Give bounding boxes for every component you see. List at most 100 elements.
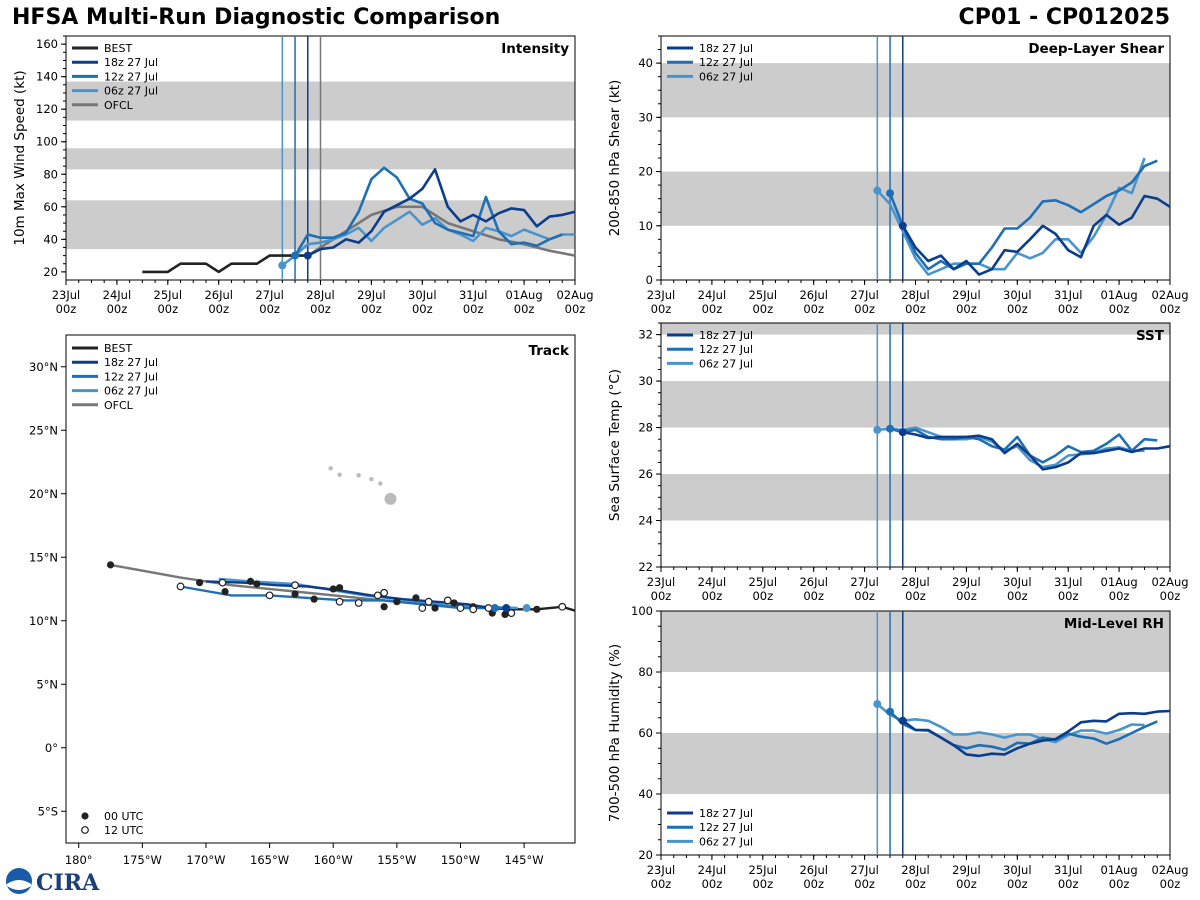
x-tick-label: 31Jul 00z	[1054, 863, 1083, 891]
x-tick-label-line: 28Jul	[901, 863, 930, 877]
x-tick-label-line: 30Jul	[1003, 288, 1032, 302]
y-tick-label: 15°N	[29, 550, 58, 564]
track-point-12utc	[558, 602, 567, 611]
y-tick-label: 20	[43, 265, 58, 279]
series-line	[307, 168, 576, 257]
x-tick-label: 27Jul 00z	[850, 863, 879, 891]
legend-label: 06z 27 Jul	[699, 70, 753, 83]
island-shape	[369, 476, 374, 482]
cira-logo: CIRA	[6, 868, 100, 896]
track-point-00utc	[393, 598, 401, 606]
track-point-12utc	[354, 599, 363, 607]
track-point-12utc	[418, 604, 427, 612]
track-point-12utc	[456, 604, 465, 612]
x-tick-label-line: 00z	[463, 302, 484, 316]
x-tick-label-line: 00z	[208, 302, 229, 316]
x-tick-label-line: 00z	[259, 302, 280, 316]
x-tick-label-line: 28Jul	[901, 288, 930, 302]
series-line	[888, 159, 1158, 271]
x-tick-label-line: 25Jul	[154, 288, 183, 302]
track-start-point	[522, 604, 531, 613]
x-tick-label: 23Jul 00z	[52, 288, 81, 316]
legend-label: 18z 27 Jul	[104, 56, 158, 69]
y-tick-label: 5°N	[36, 677, 58, 691]
y-axis-label: 700-500 hPa Humidity (%)	[607, 644, 623, 822]
y-tick-label: 100	[631, 604, 653, 618]
track-panel: 5°S 0° 5°N 10°N 15°N 20°N 25°N 30°N 180° 175°W 170…	[29, 334, 576, 867]
shaded-band	[661, 381, 1170, 428]
y-tick-label: 30°N	[29, 360, 58, 374]
marker-legend-label: 00 UTC	[104, 810, 144, 823]
panel-title: Deep-Layer Shear	[1028, 41, 1164, 57]
x-tick-label-line: 00z	[803, 589, 824, 603]
x-tick-label-line: 26Jul	[799, 575, 828, 589]
series-line	[902, 430, 1171, 471]
legend-label: 18z 27 Jul	[699, 807, 753, 820]
x-tick-label: 02Aug 00z	[556, 288, 593, 316]
island-shape	[337, 472, 342, 477]
y-tick-label: 160	[36, 37, 58, 51]
x-tick-label-line: 31Jul	[459, 288, 488, 302]
track-point-00utc	[106, 561, 115, 569]
y-tick-label: 0°	[45, 741, 58, 755]
x-tick-label: 26Jul 00z	[799, 575, 828, 603]
x-tick-label-line: 00z	[1160, 877, 1181, 891]
y-tick-label: 10°N	[29, 614, 58, 628]
track-point-12utc	[265, 591, 274, 600]
x-tick-label-line: 00z	[956, 877, 977, 891]
legend-label: 06z 27 Jul	[699, 357, 753, 370]
y-tick-label: 80	[43, 167, 58, 181]
legend-label: 12z 27 Jul	[104, 370, 158, 383]
panel-title: Track	[529, 343, 570, 359]
x-tick-label-line: 29Jul	[952, 575, 981, 589]
track-point-00utc	[246, 577, 255, 585]
x-tick-label-line: 25Jul	[749, 863, 778, 877]
track-point-12utc	[443, 596, 452, 605]
track-start-point	[490, 604, 499, 613]
x-tick-label: 24Jul 00z	[103, 288, 132, 316]
x-tick-label-line: 00z	[702, 589, 723, 603]
x-tick-label: 23Jul 00z	[647, 863, 676, 891]
x-tick-label-line: 26Jul	[799, 288, 828, 302]
shaded-band	[661, 733, 1170, 794]
x-tick-label-line: 29Jul	[952, 863, 981, 877]
track-point-12utc	[373, 591, 382, 600]
x-tick-label-line: 00z	[1160, 589, 1181, 603]
x-tick-label: 30Jul 00z	[408, 288, 437, 316]
y-tick-label: 32	[638, 328, 653, 342]
y-tick-label: 26	[638, 467, 653, 481]
y-tick-label: 30	[638, 110, 653, 124]
x-tick-label-line: 00z	[752, 589, 773, 603]
x-tick-label: 155°W	[377, 853, 416, 867]
x-tick-label-line: 00z	[107, 302, 128, 316]
legend-label: 12z 27 Jul	[699, 343, 753, 356]
y-tick-label: 10	[638, 219, 653, 233]
series-start-point	[291, 251, 300, 260]
x-tick-label-line: 24Jul	[698, 575, 727, 589]
track-point-12utc	[469, 605, 478, 614]
marker-legend-label: 12 UTC	[104, 824, 144, 837]
x-tick-label: 28Jul 00z	[901, 863, 930, 891]
island-shape	[384, 492, 397, 505]
x-tick-label-line: 00z	[854, 302, 875, 316]
series-line	[876, 157, 1146, 276]
x-tick-label: 23Jul 00z	[647, 575, 676, 603]
x-tick-label: 31Jul 00z	[1054, 575, 1083, 603]
x-tick-label-line: 00z	[565, 302, 586, 316]
legend-label: 06z 27 Jul	[104, 385, 158, 398]
x-tick-label-line: 29Jul	[357, 288, 386, 302]
figure-title: HFSA Multi-Run Diagnostic Comparison	[12, 5, 501, 30]
storm-id: CP01 - CP012025	[958, 5, 1170, 30]
series-line	[876, 703, 1145, 744]
y-tick-label: 5°S	[38, 804, 58, 818]
x-tick-label-line: 30Jul	[1003, 863, 1032, 877]
x-tick-label: 02Aug 00z	[1151, 288, 1188, 316]
panel-title: Intensity	[501, 41, 569, 57]
x-tick-label-line: 00z	[1007, 589, 1028, 603]
x-tick-label-line: 00z	[803, 302, 824, 316]
y-tick-label: 60	[638, 726, 653, 740]
x-tick-label: 01Aug 00z	[1101, 575, 1138, 603]
track-point-00utc	[450, 599, 458, 607]
x-tick-label: 23Jul 00z	[647, 288, 676, 316]
